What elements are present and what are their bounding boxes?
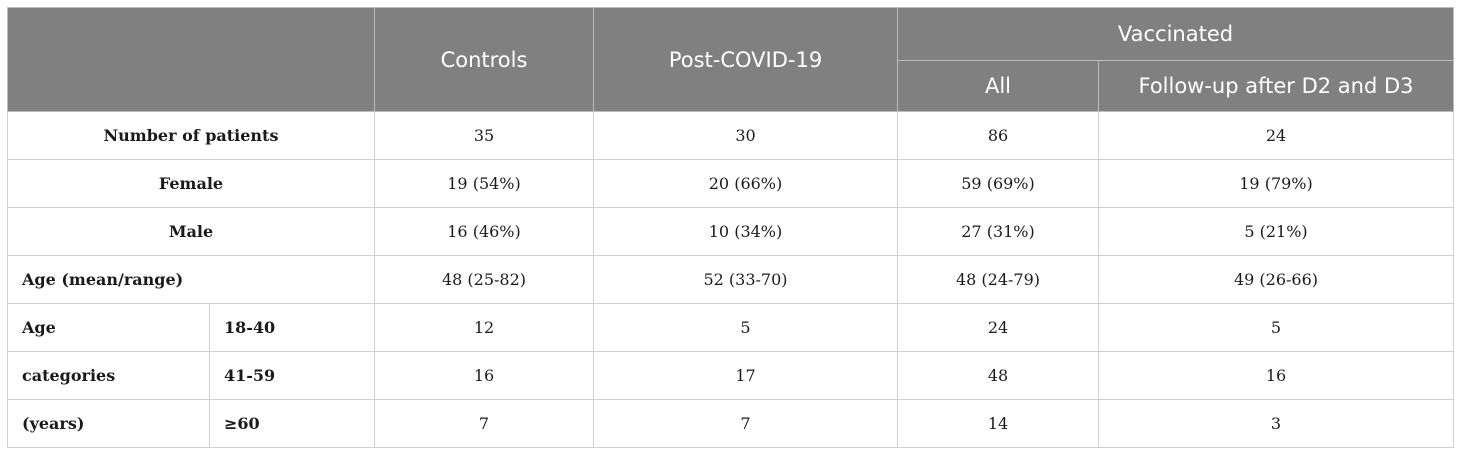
header-follow-up: Follow-up after D2 and D3 bbox=[1097, 60, 1455, 112]
cell-controls: 12 bbox=[374, 303, 594, 352]
cell-controls: 16 bbox=[374, 351, 594, 400]
header-vaccinated: Vaccinated bbox=[896, 7, 1455, 61]
cell-controls: 35 bbox=[374, 111, 594, 160]
row-label-male: Male bbox=[7, 207, 375, 256]
table-row: Male 16 (46%) 10 (34%) 27 (31%) 5 (21%) bbox=[7, 207, 1455, 256]
header-row-1: Controls Post-COVID-19 Vaccinated bbox=[7, 7, 1455, 112]
table-row: Number of patients 35 30 86 24 bbox=[7, 111, 1455, 160]
cell-follow-up: 24 bbox=[1097, 111, 1455, 160]
header-row-2: All Follow-up after D2 and D3 bbox=[8, 60, 1455, 112]
row-label-age-range: ≥60 bbox=[209, 399, 375, 448]
cell-post-covid: 17 bbox=[593, 351, 898, 400]
row-label-age-range: 41-59 bbox=[209, 351, 375, 400]
cell-post-covid: 30 bbox=[593, 111, 898, 160]
cell-all: 86 bbox=[897, 111, 1099, 160]
table-row: categories 41-59 16 17 48 16 bbox=[7, 351, 1455, 400]
header-all: All bbox=[897, 60, 1099, 112]
cell-all: 59 (69%) bbox=[897, 159, 1099, 208]
cell-follow-up: 3 bbox=[1097, 399, 1455, 448]
cell-all: 48 (24-79) bbox=[897, 255, 1099, 304]
table-row: Age 18-40 12 5 24 5 bbox=[7, 303, 1455, 352]
row-group-label: categories bbox=[7, 351, 210, 400]
row-label-female: Female bbox=[7, 159, 375, 208]
cell-controls: 48 (25-82) bbox=[374, 255, 594, 304]
table-row: Female 19 (54%) 20 (66%) 59 (69%) 19 (79… bbox=[7, 159, 1455, 208]
row-group-label: Age bbox=[7, 303, 210, 352]
row-label-age-mean: Age (mean/range) bbox=[7, 255, 375, 304]
cell-controls: 19 (54%) bbox=[374, 159, 594, 208]
cell-post-covid: 5 bbox=[593, 303, 898, 352]
cell-all: 14 bbox=[897, 399, 1099, 448]
header-post-covid: Post-COVID-19 bbox=[593, 7, 898, 112]
row-label-age-range: 18-40 bbox=[209, 303, 375, 352]
cell-follow-up: 5 (21%) bbox=[1097, 207, 1455, 256]
header-controls: Controls bbox=[374, 7, 594, 112]
cell-all: 48 bbox=[897, 351, 1099, 400]
cell-post-covid: 20 (66%) bbox=[593, 159, 898, 208]
cell-post-covid: 7 bbox=[593, 399, 898, 448]
header-empty-cell bbox=[7, 7, 375, 112]
table-row: Age (mean/range) 48 (25-82) 52 (33-70) 4… bbox=[7, 255, 1455, 304]
cell-follow-up: 5 bbox=[1097, 303, 1455, 352]
cell-follow-up: 19 (79%) bbox=[1097, 159, 1455, 208]
cell-controls: 16 (46%) bbox=[374, 207, 594, 256]
row-label-patients: Number of patients bbox=[7, 111, 375, 160]
cell-follow-up: 16 bbox=[1097, 351, 1455, 400]
cell-post-covid: 52 (33-70) bbox=[593, 255, 898, 304]
cell-post-covid: 10 (34%) bbox=[593, 207, 898, 256]
table-row: (years) ≥60 7 7 14 3 bbox=[7, 399, 1455, 448]
demographics-table: Controls Post-COVID-19 Vaccinated All Fo… bbox=[7, 7, 1455, 448]
cell-all: 24 bbox=[897, 303, 1099, 352]
cell-all: 27 (31%) bbox=[897, 207, 1099, 256]
row-group-label: (years) bbox=[7, 399, 210, 448]
cell-follow-up: 49 (26-66) bbox=[1097, 255, 1455, 304]
cell-controls: 7 bbox=[374, 399, 594, 448]
